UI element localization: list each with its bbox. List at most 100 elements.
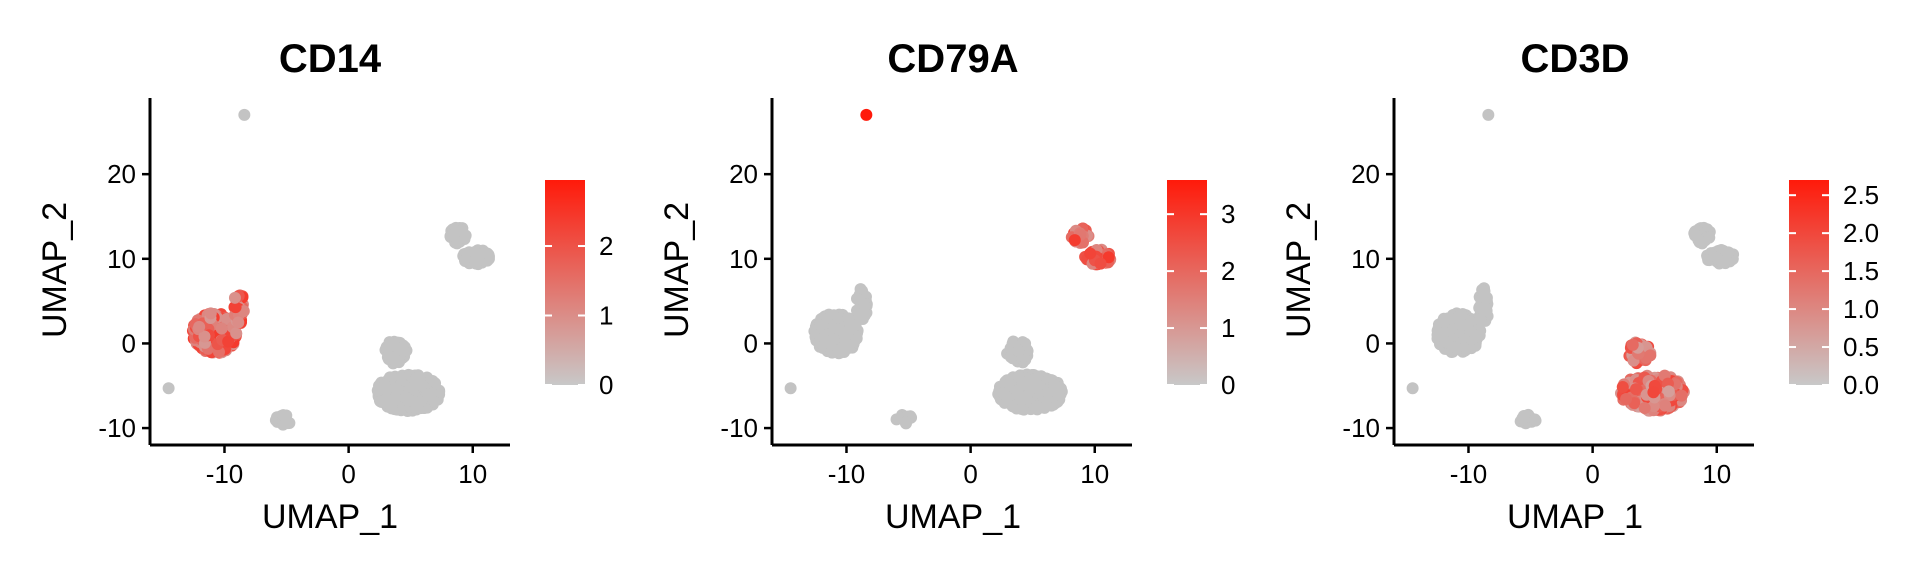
colorbar-tick-label: 2.5 [1843,180,1879,210]
cell-point [238,108,251,121]
y-tick-label: 10 [1351,244,1380,274]
colorbar-tick-label: 1 [1221,313,1235,343]
cell-point [1450,342,1463,355]
y-tick-label: 20 [729,159,758,189]
cell-point [1068,234,1081,247]
cell-point [459,254,472,267]
colorbar-tick-label: 1.0 [1843,294,1879,324]
cell-point [1616,381,1629,394]
cell-point [411,402,424,415]
cell-point [1647,400,1660,413]
cell-point [1480,291,1493,304]
x-tick-label: 0 [1585,459,1599,489]
cell-point [899,416,912,429]
colorbar-tick-label: 1 [599,301,613,331]
cell-point [1443,312,1456,325]
colorbar-tick-label: 2 [1221,256,1235,286]
colorbar-gradient [545,180,585,385]
colorbar: 0.0 0.5 1.0 1.5 2.0 2.5 [1789,180,1879,400]
colorbar-tick-label: 2.0 [1843,218,1879,248]
cell-point [1482,108,1495,121]
x-tick-label: 10 [458,459,487,489]
y-tick-label: 0 [744,328,758,358]
cell-point [1659,399,1672,412]
cell-point [784,382,797,395]
cell-point [397,344,410,357]
cell-point [1630,383,1643,396]
y-tick-label: 0 [1366,328,1380,358]
x-tick-label: 0 [341,459,355,489]
y-tick-label: -10 [720,413,758,443]
cell-point [232,316,245,329]
cell-point [1031,400,1044,413]
colorbar-tick-label: 1.5 [1843,256,1879,286]
panel-cd79a: CD79A -10 0 10 -10 0 10 20 UMAP_1 UMAP_2 0 1 2 3 [658,37,1235,536]
cell-point [1012,344,1025,357]
x-tick-label: -10 [206,459,244,489]
colorbar-gradient [1789,180,1829,385]
cell-point [832,344,845,357]
y-axis-label: UMAP_2 [658,202,696,338]
panel-cd14: CD14 -10 0 10 -10 0 10 20 UMAP_1 UMAP_2 0 1 2 [36,37,613,536]
cell-point [1020,379,1033,392]
cell-point [1703,231,1716,244]
colorbar: 0 1 2 3 [1167,180,1235,400]
cell-point [1620,392,1633,405]
cell-point [204,307,217,320]
x-tick-label: 10 [1080,459,1109,489]
cell-point [833,323,846,336]
cell-point [421,388,434,401]
y-tick-label: -10 [1342,413,1380,443]
cell-point [1094,257,1107,270]
cell-point [1048,378,1061,391]
scatter-points [784,108,1117,430]
panel-title: CD14 [279,37,382,81]
cell-point [998,387,1011,400]
colorbar-tick-label: 3 [1221,199,1235,229]
cell-point [1715,256,1728,269]
cell-point [416,379,429,392]
cell-point [385,401,398,414]
x-tick-label: 10 [1702,459,1731,489]
cell-point [843,323,856,336]
cell-point [193,320,206,333]
colorbar-gradient [1167,180,1207,385]
colorbar-tick-label: 2 [599,231,613,261]
y-tick-label: 0 [122,328,136,358]
cell-point [468,246,481,259]
cell-point [1461,319,1474,332]
x-tick-label: -10 [1450,459,1488,489]
cell-point [858,309,871,322]
cell-point [1638,402,1651,415]
cell-point [394,372,407,385]
y-tick-label: 10 [107,244,136,274]
cell-point [1406,382,1419,395]
cell-point [1644,349,1657,362]
panel-title: CD79A [887,37,1018,81]
cell-point [1052,389,1065,402]
scatter-points [162,108,495,431]
cell-point [162,382,175,395]
panel-title: CD3D [1521,37,1630,81]
cell-point [451,225,464,238]
cell-point [1084,247,1097,260]
cell-point [388,339,401,352]
x-axis-label: UMAP_1 [262,498,398,536]
cell-point [478,246,491,259]
cell-point [1473,301,1486,314]
colorbar: 0 1 2 [545,180,613,400]
cell-point [827,332,840,345]
y-tick-label: 10 [729,244,758,274]
cell-point [1675,389,1688,402]
y-axis-label: UMAP_2 [1280,202,1318,338]
cell-point [228,291,241,304]
cell-point [1012,370,1025,383]
colorbar-tick-label: 0.5 [1843,332,1879,362]
x-axis-label: UMAP_1 [1507,498,1643,536]
scatter-points [1406,108,1740,430]
cell-point [277,409,290,422]
cell-point [814,318,827,331]
cell-point [230,327,243,340]
x-tick-label: 0 [963,459,977,489]
